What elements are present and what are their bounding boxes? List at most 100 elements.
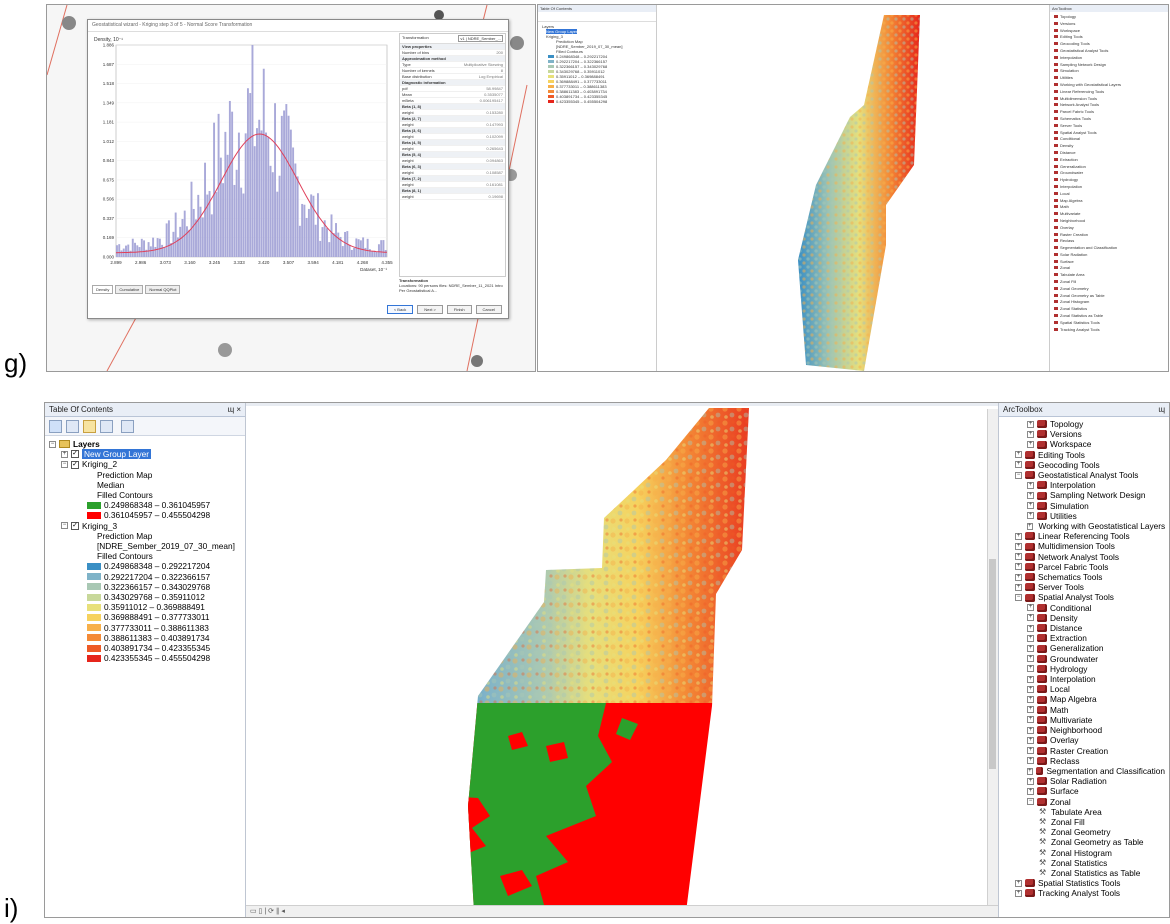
toolbox-item-label[interactable]: Schematics Tools [1038, 572, 1103, 583]
toolbox-item-label[interactable]: Versions [1050, 429, 1082, 440]
toolbox-item-label[interactable]: Extraction [1050, 633, 1087, 644]
expand-icon[interactable]: + [1027, 777, 1034, 785]
toolbox-item-label[interactable]: Linear Referencing Tools [1038, 531, 1130, 542]
toolbox-item-label[interactable]: Multidimension Tools [1038, 541, 1115, 552]
list-by-selection-icon[interactable] [100, 419, 113, 433]
expand-icon[interactable]: + [61, 450, 68, 458]
toolbox-item[interactable]: + Map Algebra [1003, 694, 1165, 704]
toc-layers-row[interactable]: − Layers [49, 439, 241, 449]
toolbox-item-label[interactable]: Density [1050, 612, 1078, 623]
expand-icon[interactable]: + [1027, 665, 1034, 673]
toolbox-item-label[interactable]: Overlay [1050, 735, 1079, 746]
toolbox-item-label[interactable]: Network Analyst Tools [1038, 551, 1120, 562]
expand-icon[interactable]: + [1027, 614, 1034, 622]
expand-icon[interactable]: + [1027, 430, 1034, 438]
toolbox-item[interactable]: + Linear Referencing Tools [1003, 531, 1165, 541]
kriging3-label[interactable]: Kriging_3 [82, 520, 118, 531]
map-scrollbar-thumb[interactable] [989, 559, 996, 769]
kriging2-label[interactable]: Kriging_2 [82, 459, 118, 470]
toolbox-item[interactable]: + Reclass [1003, 756, 1165, 766]
new-group-checkbox[interactable]: ✓ [71, 450, 79, 459]
toolbox-item-label[interactable]: Working with Geostatistical Layers [1038, 521, 1166, 532]
toolbox-item-label[interactable]: Simulation [1050, 500, 1089, 511]
expand-icon[interactable]: + [1027, 481, 1034, 489]
toolbox-item-label[interactable]: Surface [1050, 786, 1079, 797]
toolbox-item-label[interactable]: Geostatistical Analyst Tools [1038, 470, 1139, 481]
finish-button[interactable]: Finish [446, 305, 472, 314]
expand-icon[interactable]: + [1027, 726, 1034, 734]
tab-cumulative[interactable]: Cumulative [115, 285, 144, 294]
expand-icon[interactable]: + [1015, 563, 1022, 571]
expand-icon[interactable]: + [1027, 767, 1033, 775]
cancel-button[interactable]: Cancel [475, 305, 502, 314]
expand-icon[interactable]: + [1015, 889, 1022, 897]
toolbox-item[interactable]: + Multidimension Tools [1003, 541, 1165, 551]
kriging2-checkbox[interactable]: ✓ [71, 460, 79, 469]
expand-icon[interactable]: + [1027, 675, 1034, 683]
toolbox-item[interactable]: ⚒ Zonal Histogram [1003, 848, 1165, 858]
toolbox-item[interactable]: ⚒ Zonal Geometry [1003, 827, 1165, 837]
toolbox-item[interactable]: + Server Tools [1003, 582, 1165, 592]
toolbox-item-label[interactable]: Topology [1050, 419, 1084, 429]
toolbox-item-label[interactable]: Spatial Analyst Tools [1038, 592, 1114, 603]
small-map-canvas[interactable] [658, 5, 1050, 371]
options-icon[interactable] [121, 419, 134, 433]
toolbox-item[interactable]: + Spatial Statistics Tools [1003, 878, 1165, 888]
expand-icon[interactable]: + [1027, 696, 1034, 704]
toolbox-item-label[interactable]: Zonal Histogram [1051, 847, 1112, 858]
toolbox-item-label[interactable]: Zonal Fill [1051, 816, 1085, 827]
toolbox-item[interactable]: + Generalization [1003, 643, 1165, 653]
toolbox-item[interactable]: + Overlay [1003, 735, 1165, 745]
toolbox-item-label[interactable]: Utilities [1050, 510, 1077, 521]
toolbox-item-label[interactable]: Geocoding Tools [1038, 459, 1100, 470]
toolbox-item[interactable]: + Sampling Network Design [1003, 490, 1165, 500]
toolbox-item[interactable]: + Hydrology [1003, 664, 1165, 674]
toolbox-item-label[interactable]: Distance [1050, 623, 1083, 634]
list-by-source-icon[interactable] [66, 419, 79, 433]
expand-icon[interactable]: + [1015, 879, 1022, 887]
toc-kriging3-row[interactable]: − ✓ Kriging_3 [49, 521, 241, 531]
toolbox-item[interactable]: + Geocoding Tools [1003, 460, 1165, 470]
expand-icon[interactable]: + [1027, 645, 1034, 653]
tab-density[interactable]: Density [92, 285, 114, 294]
toolbox-item[interactable]: + Surface [1003, 786, 1165, 796]
toc-new-group-row[interactable]: + ✓ New Group Layer [49, 449, 241, 460]
toolbox-item[interactable]: + Utilities [1003, 511, 1165, 521]
toolbox-item[interactable]: − Zonal [1003, 797, 1165, 807]
toolbox-item[interactable]: + Editing Tools [1003, 450, 1165, 460]
expand-icon[interactable]: + [1027, 685, 1034, 693]
list-by-visibility-icon[interactable] [83, 419, 96, 433]
transformation-select[interactable]: v1 | NDRE_Sember_... [458, 35, 503, 42]
toolbox-pin-icon[interactable]: ɰ [1158, 405, 1165, 414]
expand-icon[interactable]: + [1015, 461, 1022, 469]
toolbox-item-label[interactable]: Zonal Geometry [1051, 827, 1111, 838]
toolbox-item-label[interactable]: Zonal Statistics as Table [1051, 867, 1141, 878]
toolbox-item-label[interactable]: Workspace [1050, 439, 1092, 450]
toolbox-item-label[interactable]: Groundwater [1050, 653, 1098, 664]
expand-icon[interactable]: + [1027, 420, 1034, 428]
expand-icon[interactable]: + [1015, 553, 1022, 561]
toolbox-item[interactable]: ⚒ Zonal Fill [1003, 817, 1165, 827]
expand-icon[interactable]: + [1027, 757, 1034, 765]
collapse-icon[interactable]: − [1015, 594, 1022, 602]
toolbox-item-label[interactable]: Solar Radiation [1050, 776, 1107, 787]
kriging3-checkbox[interactable]: ✓ [71, 521, 79, 530]
toolbox-item[interactable]: + Multivariate [1003, 715, 1165, 725]
toolbox-item-label[interactable]: Neighborhood [1050, 725, 1103, 736]
toolbox-item-label[interactable]: Zonal [1050, 796, 1071, 807]
expand-icon[interactable]: + [1027, 736, 1034, 744]
back-button[interactable]: < Back [386, 305, 414, 314]
toolbox-item[interactable]: + Working with Geostatistical Layers [1003, 521, 1165, 531]
toolbox-item-label[interactable]: Interpolation [1050, 480, 1096, 491]
list-by-drawing-order-icon[interactable] [49, 419, 62, 433]
new-group-label[interactable]: New Group Layer [82, 449, 152, 460]
toolbox-item[interactable]: ⚒ Zonal Statistics [1003, 858, 1165, 868]
toc-pin-close[interactable]: ɰ × [227, 405, 241, 414]
toolbox-item-label[interactable]: Hydrology [1050, 663, 1088, 674]
expand-icon[interactable]: + [1027, 604, 1034, 612]
toolbox-item[interactable]: + Groundwater [1003, 654, 1165, 664]
map-scrollbar[interactable] [987, 409, 998, 905]
toolbox-item[interactable]: + Tracking Analyst Tools [1003, 888, 1165, 898]
expand-icon[interactable]: + [1015, 543, 1022, 551]
collapse-icon[interactable]: − [1015, 471, 1022, 479]
